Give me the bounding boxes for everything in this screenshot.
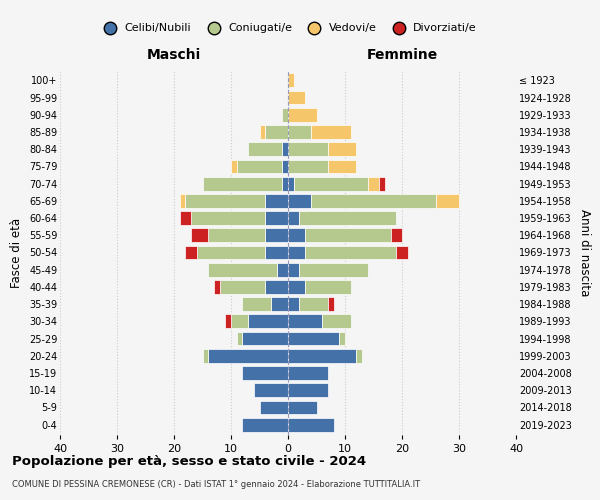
- Bar: [260, 400, 288, 414]
- Bar: [180, 194, 185, 207]
- Bar: [197, 246, 265, 260]
- Bar: [288, 314, 322, 328]
- Bar: [265, 125, 288, 139]
- Bar: [208, 349, 288, 362]
- Bar: [265, 280, 288, 294]
- Bar: [242, 332, 288, 345]
- Text: COMUNE DI PESSINA CREMONESE (CR) - Dati ISTAT 1° gennaio 2024 - Elaborazione TUT: COMUNE DI PESSINA CREMONESE (CR) - Dati …: [12, 480, 420, 489]
- Bar: [242, 366, 288, 380]
- Bar: [311, 194, 436, 207]
- Bar: [288, 332, 340, 345]
- Bar: [288, 125, 311, 139]
- Bar: [288, 90, 305, 104]
- Bar: [288, 74, 294, 87]
- Bar: [185, 194, 265, 207]
- Bar: [191, 228, 208, 242]
- Bar: [220, 280, 265, 294]
- Bar: [305, 246, 397, 260]
- Bar: [277, 263, 288, 276]
- Bar: [283, 142, 288, 156]
- Bar: [288, 108, 317, 122]
- Bar: [254, 384, 288, 397]
- Bar: [305, 228, 391, 242]
- Bar: [203, 349, 208, 362]
- Bar: [185, 246, 197, 260]
- Bar: [288, 194, 311, 207]
- Bar: [356, 349, 362, 362]
- Bar: [340, 332, 345, 345]
- Bar: [288, 349, 356, 362]
- Bar: [288, 246, 305, 260]
- Bar: [288, 228, 305, 242]
- Text: Femmine: Femmine: [367, 48, 437, 62]
- Bar: [436, 194, 459, 207]
- Bar: [283, 160, 288, 173]
- Y-axis label: Anni di nascita: Anni di nascita: [578, 209, 591, 296]
- Bar: [288, 142, 328, 156]
- Bar: [208, 263, 277, 276]
- Bar: [265, 246, 288, 260]
- Bar: [288, 176, 294, 190]
- Bar: [305, 280, 351, 294]
- Bar: [328, 298, 334, 311]
- Bar: [208, 228, 265, 242]
- Bar: [237, 332, 242, 345]
- Bar: [242, 418, 288, 432]
- Bar: [391, 228, 402, 242]
- Bar: [260, 125, 265, 139]
- Bar: [242, 298, 271, 311]
- Bar: [265, 194, 288, 207]
- Bar: [328, 142, 356, 156]
- Bar: [299, 298, 328, 311]
- Bar: [299, 263, 368, 276]
- Bar: [283, 176, 288, 190]
- Bar: [231, 160, 236, 173]
- Bar: [203, 176, 283, 190]
- Bar: [322, 314, 350, 328]
- Bar: [379, 176, 385, 190]
- Bar: [248, 142, 283, 156]
- Bar: [288, 280, 305, 294]
- Bar: [271, 298, 288, 311]
- Bar: [226, 314, 231, 328]
- Legend: Celibi/Nubili, Coniugati/e, Vedovi/e, Divorziati/e: Celibi/Nubili, Coniugati/e, Vedovi/e, Di…: [95, 19, 481, 38]
- Bar: [191, 211, 265, 225]
- Bar: [328, 160, 356, 173]
- Bar: [265, 211, 288, 225]
- Bar: [311, 125, 350, 139]
- Bar: [248, 314, 288, 328]
- Bar: [288, 160, 328, 173]
- Bar: [288, 366, 328, 380]
- Bar: [180, 211, 191, 225]
- Text: Maschi: Maschi: [147, 48, 201, 62]
- Bar: [288, 298, 299, 311]
- Text: Popolazione per età, sesso e stato civile - 2024: Popolazione per età, sesso e stato civil…: [12, 455, 366, 468]
- Bar: [288, 211, 299, 225]
- Bar: [214, 280, 220, 294]
- Bar: [237, 160, 283, 173]
- Bar: [265, 228, 288, 242]
- Bar: [288, 384, 328, 397]
- Bar: [288, 418, 334, 432]
- Bar: [231, 314, 248, 328]
- Bar: [288, 400, 317, 414]
- Bar: [299, 211, 396, 225]
- Bar: [294, 176, 368, 190]
- Bar: [283, 108, 288, 122]
- Bar: [397, 246, 408, 260]
- Y-axis label: Fasce di età: Fasce di età: [10, 218, 23, 288]
- Bar: [368, 176, 379, 190]
- Bar: [288, 263, 299, 276]
